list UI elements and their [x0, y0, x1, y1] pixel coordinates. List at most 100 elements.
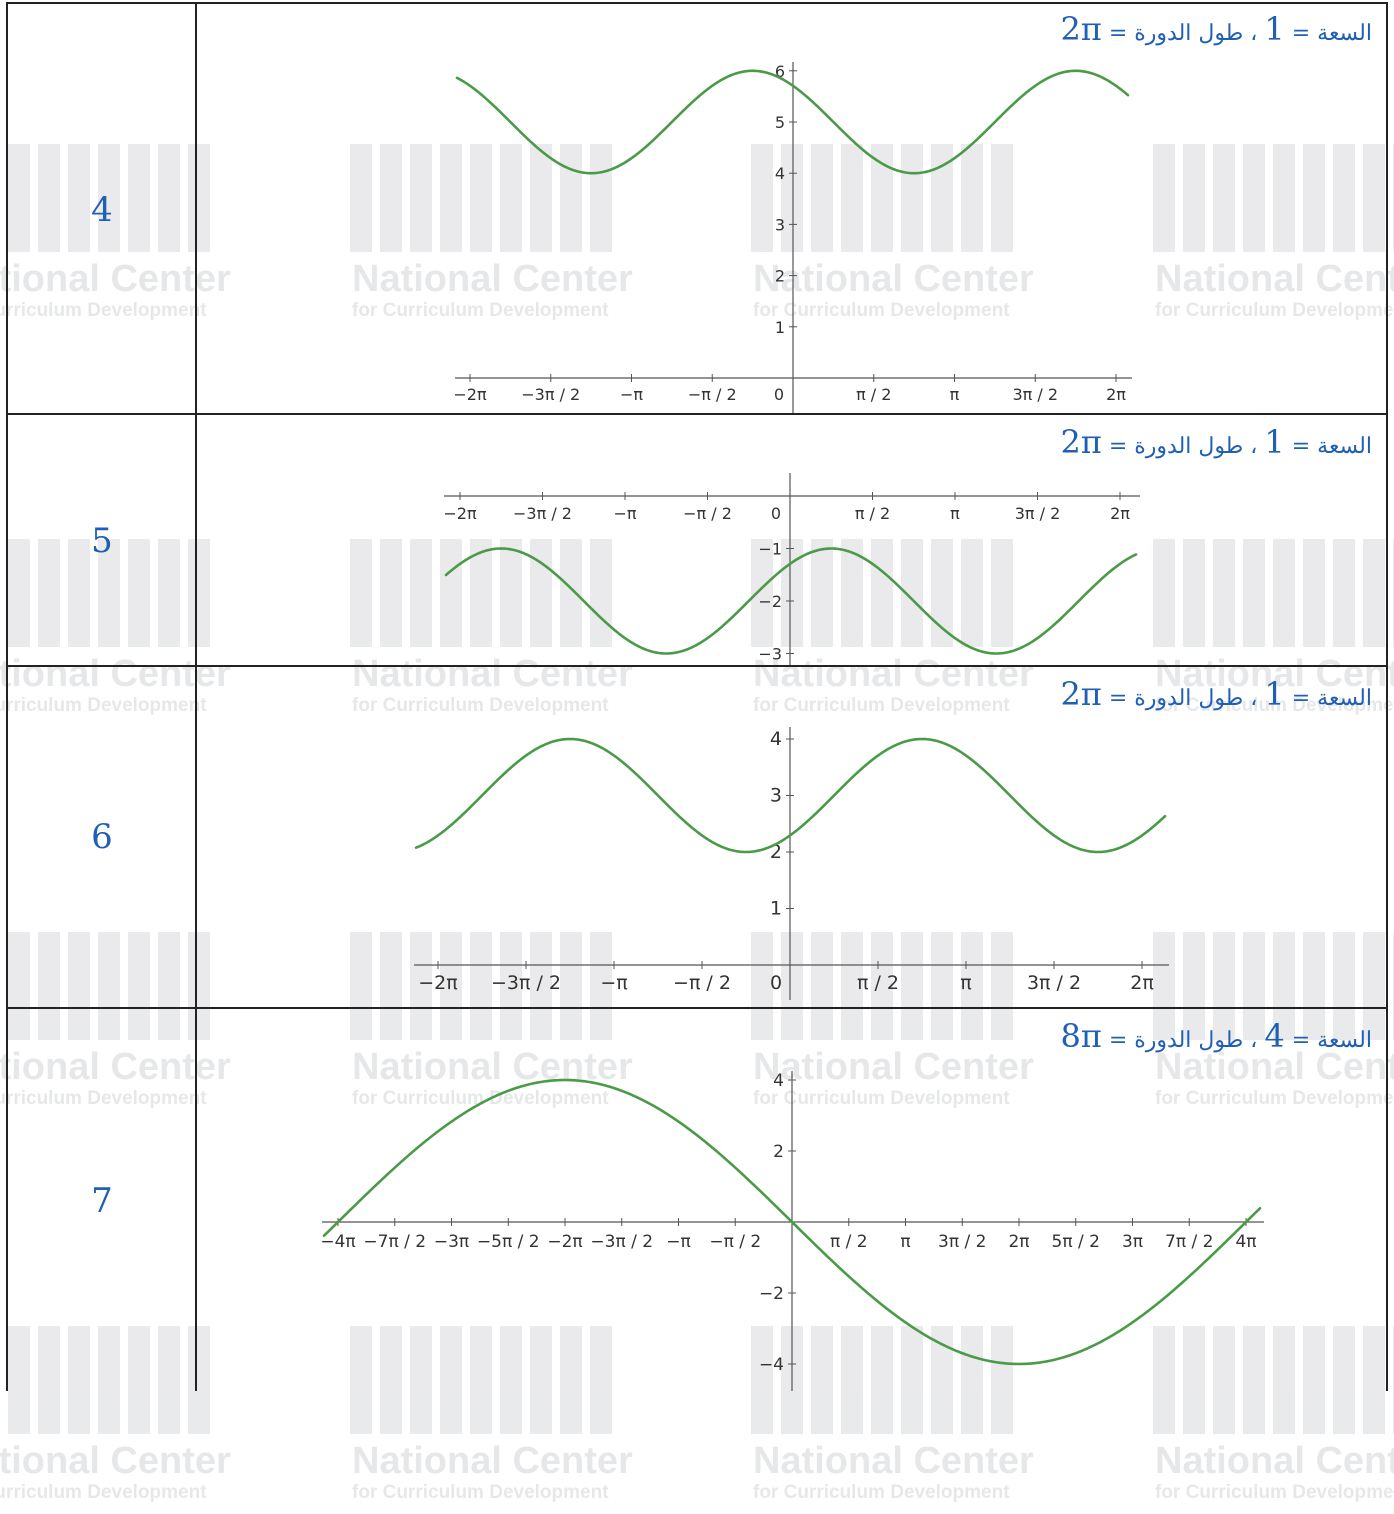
y-tick-label: 3	[775, 215, 785, 234]
x-tick-label: −3π	[434, 1232, 469, 1252]
caption: السعة = 1 ، طول الدورة = 2π	[1060, 423, 1372, 461]
row-divider	[6, 665, 1388, 667]
y-tick-label: 4	[773, 1071, 784, 1091]
row-divider	[6, 1007, 1388, 1009]
y-tick-label: −4	[759, 1355, 784, 1375]
x-tick-label: −5π / 2	[477, 1232, 540, 1252]
table-row: 6 السعة = 1 ، طول الدورة = 2π −2π −3π / 2…	[0, 665, 1394, 1007]
x-tick-label: 7π / 2	[1165, 1232, 1213, 1252]
x-tick-label: −π / 2	[683, 504, 732, 523]
x-tick-label: −3π / 2	[590, 1232, 653, 1252]
x-tick-label: π / 2	[855, 504, 890, 523]
table-row: 5 السعة = 1 ، طول الدورة = 2π −2π −3π / 2…	[0, 413, 1394, 665]
x-tick-label: −π / 2	[688, 385, 737, 404]
y-tick-label: −2	[759, 1284, 784, 1304]
period-label: طول الدورة =	[1108, 434, 1244, 459]
amplitude-label: السعة =	[1291, 21, 1372, 46]
watermark-line1: National Center	[352, 1440, 633, 1482]
x-tick-label: −π	[600, 972, 627, 994]
watermark-line2: for Curriculum Development	[753, 1482, 1010, 1503]
watermark-line2: for Curriculum Development	[352, 1482, 609, 1503]
graph-row-5: −2π −3π / 2 −π −π / 2 0 π / 2 π 3π / 2 2π −1 −2 −3	[443, 473, 1140, 665]
function-curve	[444, 547, 1138, 655]
period-label: طول الدورة =	[1108, 21, 1244, 46]
watermark-line1: National Center	[1155, 1440, 1394, 1482]
graph-row-7: −4 π −7π / 2 −3π −5π / 2 −2π −3π / 2 −π −π / 2 π …	[320, 1071, 1264, 1391]
period-label: طول الدورة =	[1108, 686, 1244, 711]
y-tick-label: −3	[758, 645, 782, 664]
x-tick-label: −2π	[547, 1232, 582, 1252]
x-tick-label: π	[950, 504, 960, 523]
x-tick-label: −2π	[453, 385, 487, 404]
separator: ،	[1250, 1028, 1258, 1053]
amplitude-value: 1	[1264, 423, 1285, 461]
x-tick-label: −π	[666, 1232, 690, 1252]
x-tick-label: 4π	[1235, 1232, 1256, 1252]
x-tick-label: π	[960, 972, 971, 994]
watermark-line1: National Center	[753, 1440, 1034, 1482]
y-tick-label: 4	[775, 164, 785, 183]
x-tick-label: 2π	[1130, 972, 1154, 994]
table-right-border	[1386, 2, 1388, 1391]
amplitude-label: السعة =	[1291, 1028, 1372, 1053]
watermark-line2: for Curriculum Development	[0, 1482, 207, 1503]
amplitude-label: السعة =	[1291, 434, 1372, 459]
x-tick-label: π	[900, 1232, 910, 1252]
x-tick-label: −π / 2	[709, 1232, 761, 1252]
period-value: 2π	[1060, 675, 1102, 713]
x-tick-label: 3π / 2	[1015, 504, 1061, 523]
separator: ،	[1250, 21, 1258, 46]
table-row: 7 السعة = 4 ، طول الدورة = 8π −4 π −7π / 2…	[0, 1007, 1394, 1391]
graph-row-4: −2π −3π / 2 −π −π / 2 0 π / 2 π 3π / 2 2π 1 2 3 4 5 6	[453, 62, 1132, 413]
row-divider	[6, 413, 1388, 415]
x-tick-label: 3π	[1122, 1232, 1143, 1252]
y-tick-label: 1	[770, 898, 782, 920]
table-left-border	[6, 2, 8, 1391]
period-value: 2π	[1060, 423, 1102, 461]
x-tick-label: −3π / 2	[491, 972, 561, 994]
separator: ،	[1250, 434, 1258, 459]
y-tick-label: 3	[770, 785, 782, 807]
x-tick-label: −3π / 2	[521, 385, 580, 404]
x-tick-label: 3π / 2	[1012, 385, 1058, 404]
caption: السعة = 1 ، طول الدورة = 2π	[1060, 10, 1372, 48]
x-tick-label: 3π / 2	[938, 1232, 986, 1252]
table-top-border	[6, 2, 1388, 4]
function-curve	[322, 1078, 1262, 1366]
x-tick-label: 0	[774, 385, 784, 404]
y-tick-label: 5	[775, 113, 785, 132]
x-tick-label: 2π	[1106, 385, 1126, 404]
function-curve	[455, 69, 1130, 175]
x-tick-label: −π	[620, 385, 643, 404]
caption: السعة = 4 ، طول الدورة = 8π	[1060, 1017, 1372, 1055]
x-tick-label: −π	[613, 504, 636, 523]
y-tick-label: 6	[775, 62, 785, 81]
caption: السعة = 1 ، طول الدورة = 2π	[1060, 675, 1372, 713]
x-tick-label: 2π	[1008, 1232, 1029, 1252]
table-row: 4 السعة = 1 ، طول الدورة = 2π −2π −3π / 2…	[0, 0, 1394, 413]
x-tick-label: −2π	[443, 504, 477, 523]
x-tick-label: 3π / 2	[1027, 972, 1081, 994]
row-number: 5	[91, 521, 113, 561]
separator: ،	[1250, 686, 1258, 711]
y-tick-label: 2	[773, 1142, 784, 1162]
y-tick-label: −2	[758, 592, 782, 611]
x-tick-label: −7π / 2	[363, 1232, 426, 1252]
x-tick-label: π / 2	[830, 1232, 868, 1252]
amplitude-value: 1	[1264, 10, 1285, 48]
row-number: 7	[91, 1181, 113, 1221]
amplitude-value: 1	[1264, 675, 1285, 713]
amplitude-label: السعة =	[1291, 686, 1372, 711]
row-number: 4	[91, 190, 113, 230]
x-tick-label: −2π	[418, 972, 457, 994]
column-divider	[195, 2, 197, 1391]
x-tick-label: 0	[771, 504, 781, 523]
row-number: 6	[91, 817, 113, 857]
amplitude-value: 4	[1264, 1017, 1285, 1055]
x-tick-label: 2π	[1110, 504, 1130, 523]
x-tick-label: 0	[770, 972, 782, 994]
watermark-line1: National Center	[0, 1440, 231, 1482]
y-tick-label: −1	[758, 540, 782, 559]
